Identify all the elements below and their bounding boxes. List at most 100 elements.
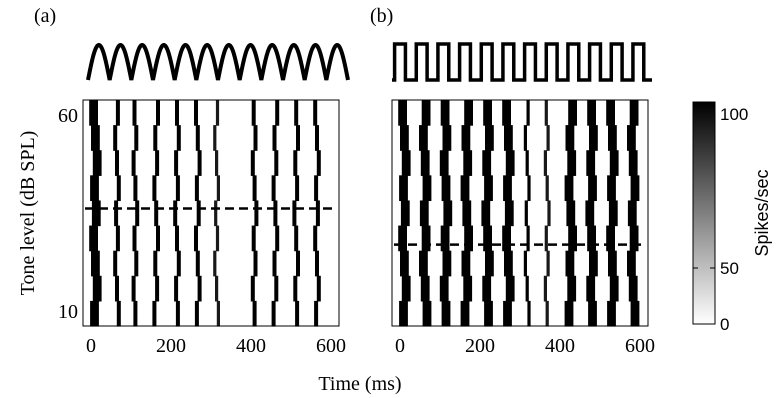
band-segment: [567, 275, 577, 302]
panel-label-b: (b): [370, 5, 393, 27]
band-segment: [254, 200, 259, 227]
band-segment: [565, 250, 575, 277]
axes-frame-a: [82, 99, 340, 327]
band-segment: [630, 300, 640, 327]
response-band: [271, 100, 280, 327]
axes-frame-b: [391, 99, 649, 327]
band-segment: [252, 175, 257, 202]
band-segment: [567, 150, 577, 176]
y-axis-label: Tone level (dB SPL): [17, 131, 39, 296]
band-segment: [315, 125, 319, 151]
band-segment: [608, 200, 618, 227]
response-band: [627, 100, 640, 327]
plot-area-a: [83, 100, 339, 326]
band-segment: [546, 250, 550, 277]
band-segment: [275, 100, 280, 126]
band-segment: [92, 275, 102, 302]
band-segment: [587, 225, 596, 252]
band-segment: [174, 150, 179, 176]
band-segment: [460, 300, 470, 327]
plot-area-b: [392, 100, 648, 326]
response-band: [606, 100, 619, 327]
band-segment: [400, 200, 410, 227]
response-band: [213, 100, 220, 327]
band-segment: [131, 275, 136, 302]
band-segment: [419, 200, 429, 227]
band-segment: [461, 250, 471, 277]
response-band: [292, 100, 300, 327]
band-segment: [398, 225, 407, 252]
band-segment: [116, 300, 121, 327]
band-segment: [422, 300, 432, 327]
band-segment: [483, 225, 492, 252]
band-segment: [420, 275, 430, 302]
band-segment: [481, 200, 491, 227]
band-segment: [195, 250, 200, 277]
band-segment: [461, 125, 471, 151]
band-segment: [401, 275, 411, 302]
response-band: [194, 100, 202, 327]
band-segment: [175, 225, 179, 252]
band-segment: [588, 300, 597, 327]
band-segment: [421, 100, 431, 126]
band-segment: [545, 175, 549, 202]
band-segment: [156, 100, 160, 126]
band-segment: [543, 275, 547, 302]
response-band: [481, 100, 494, 327]
band-segment: [547, 200, 551, 227]
band-segment: [442, 125, 452, 151]
heatmap-panel-a: [82, 99, 340, 327]
response-band: [564, 100, 577, 327]
response-band: [152, 100, 160, 327]
band-segment: [502, 100, 511, 126]
band-segment: [274, 150, 279, 176]
stimulus-waveform-square: [392, 42, 652, 82]
band-segment: [589, 250, 598, 277]
response-bands-a: [89, 100, 321, 327]
response-band: [313, 100, 321, 327]
band-segment: [215, 150, 219, 176]
response-band: [585, 100, 598, 327]
band-segment: [502, 225, 511, 252]
band-segment: [628, 275, 638, 302]
band-segment: [155, 275, 160, 302]
band-segment: [89, 225, 98, 252]
band-segment: [251, 100, 256, 126]
band-segment: [114, 200, 119, 227]
band-segment: [485, 125, 494, 151]
band-segment: [115, 225, 120, 252]
band-segment: [153, 250, 158, 277]
colorbar-label: Spikes/sec: [752, 169, 772, 256]
band-segment: [441, 175, 451, 202]
band-segment: [629, 100, 639, 126]
band-segment: [589, 125, 598, 151]
band-segment: [250, 150, 255, 176]
band-segment: [294, 100, 299, 126]
band-segment: [482, 275, 492, 302]
band-segment: [250, 275, 255, 302]
band-segment: [608, 125, 617, 151]
band-segment: [197, 150, 202, 176]
x-tick-label: 200: [465, 335, 495, 357]
response-band: [502, 100, 515, 327]
x-tick-label: 0: [86, 335, 96, 357]
band-segment: [464, 225, 473, 252]
band-segment: [175, 100, 179, 126]
band-segment: [587, 100, 596, 126]
band-segment: [422, 175, 432, 202]
colorbar: 100 50 0 Spikes/sec: [692, 101, 772, 334]
band-segment: [523, 250, 527, 277]
colorbar-tick-50: 50: [720, 259, 739, 278]
band-segment: [216, 300, 220, 327]
band-segment: [588, 175, 597, 202]
band-segment: [419, 250, 428, 277]
band-segment: [133, 300, 138, 327]
band-segment: [504, 125, 513, 151]
band-segment: [194, 225, 198, 252]
band-segment: [216, 175, 220, 202]
band-segment: [316, 275, 321, 302]
band-segment: [91, 250, 100, 277]
band-segment: [293, 150, 298, 176]
band-segment: [133, 175, 138, 202]
